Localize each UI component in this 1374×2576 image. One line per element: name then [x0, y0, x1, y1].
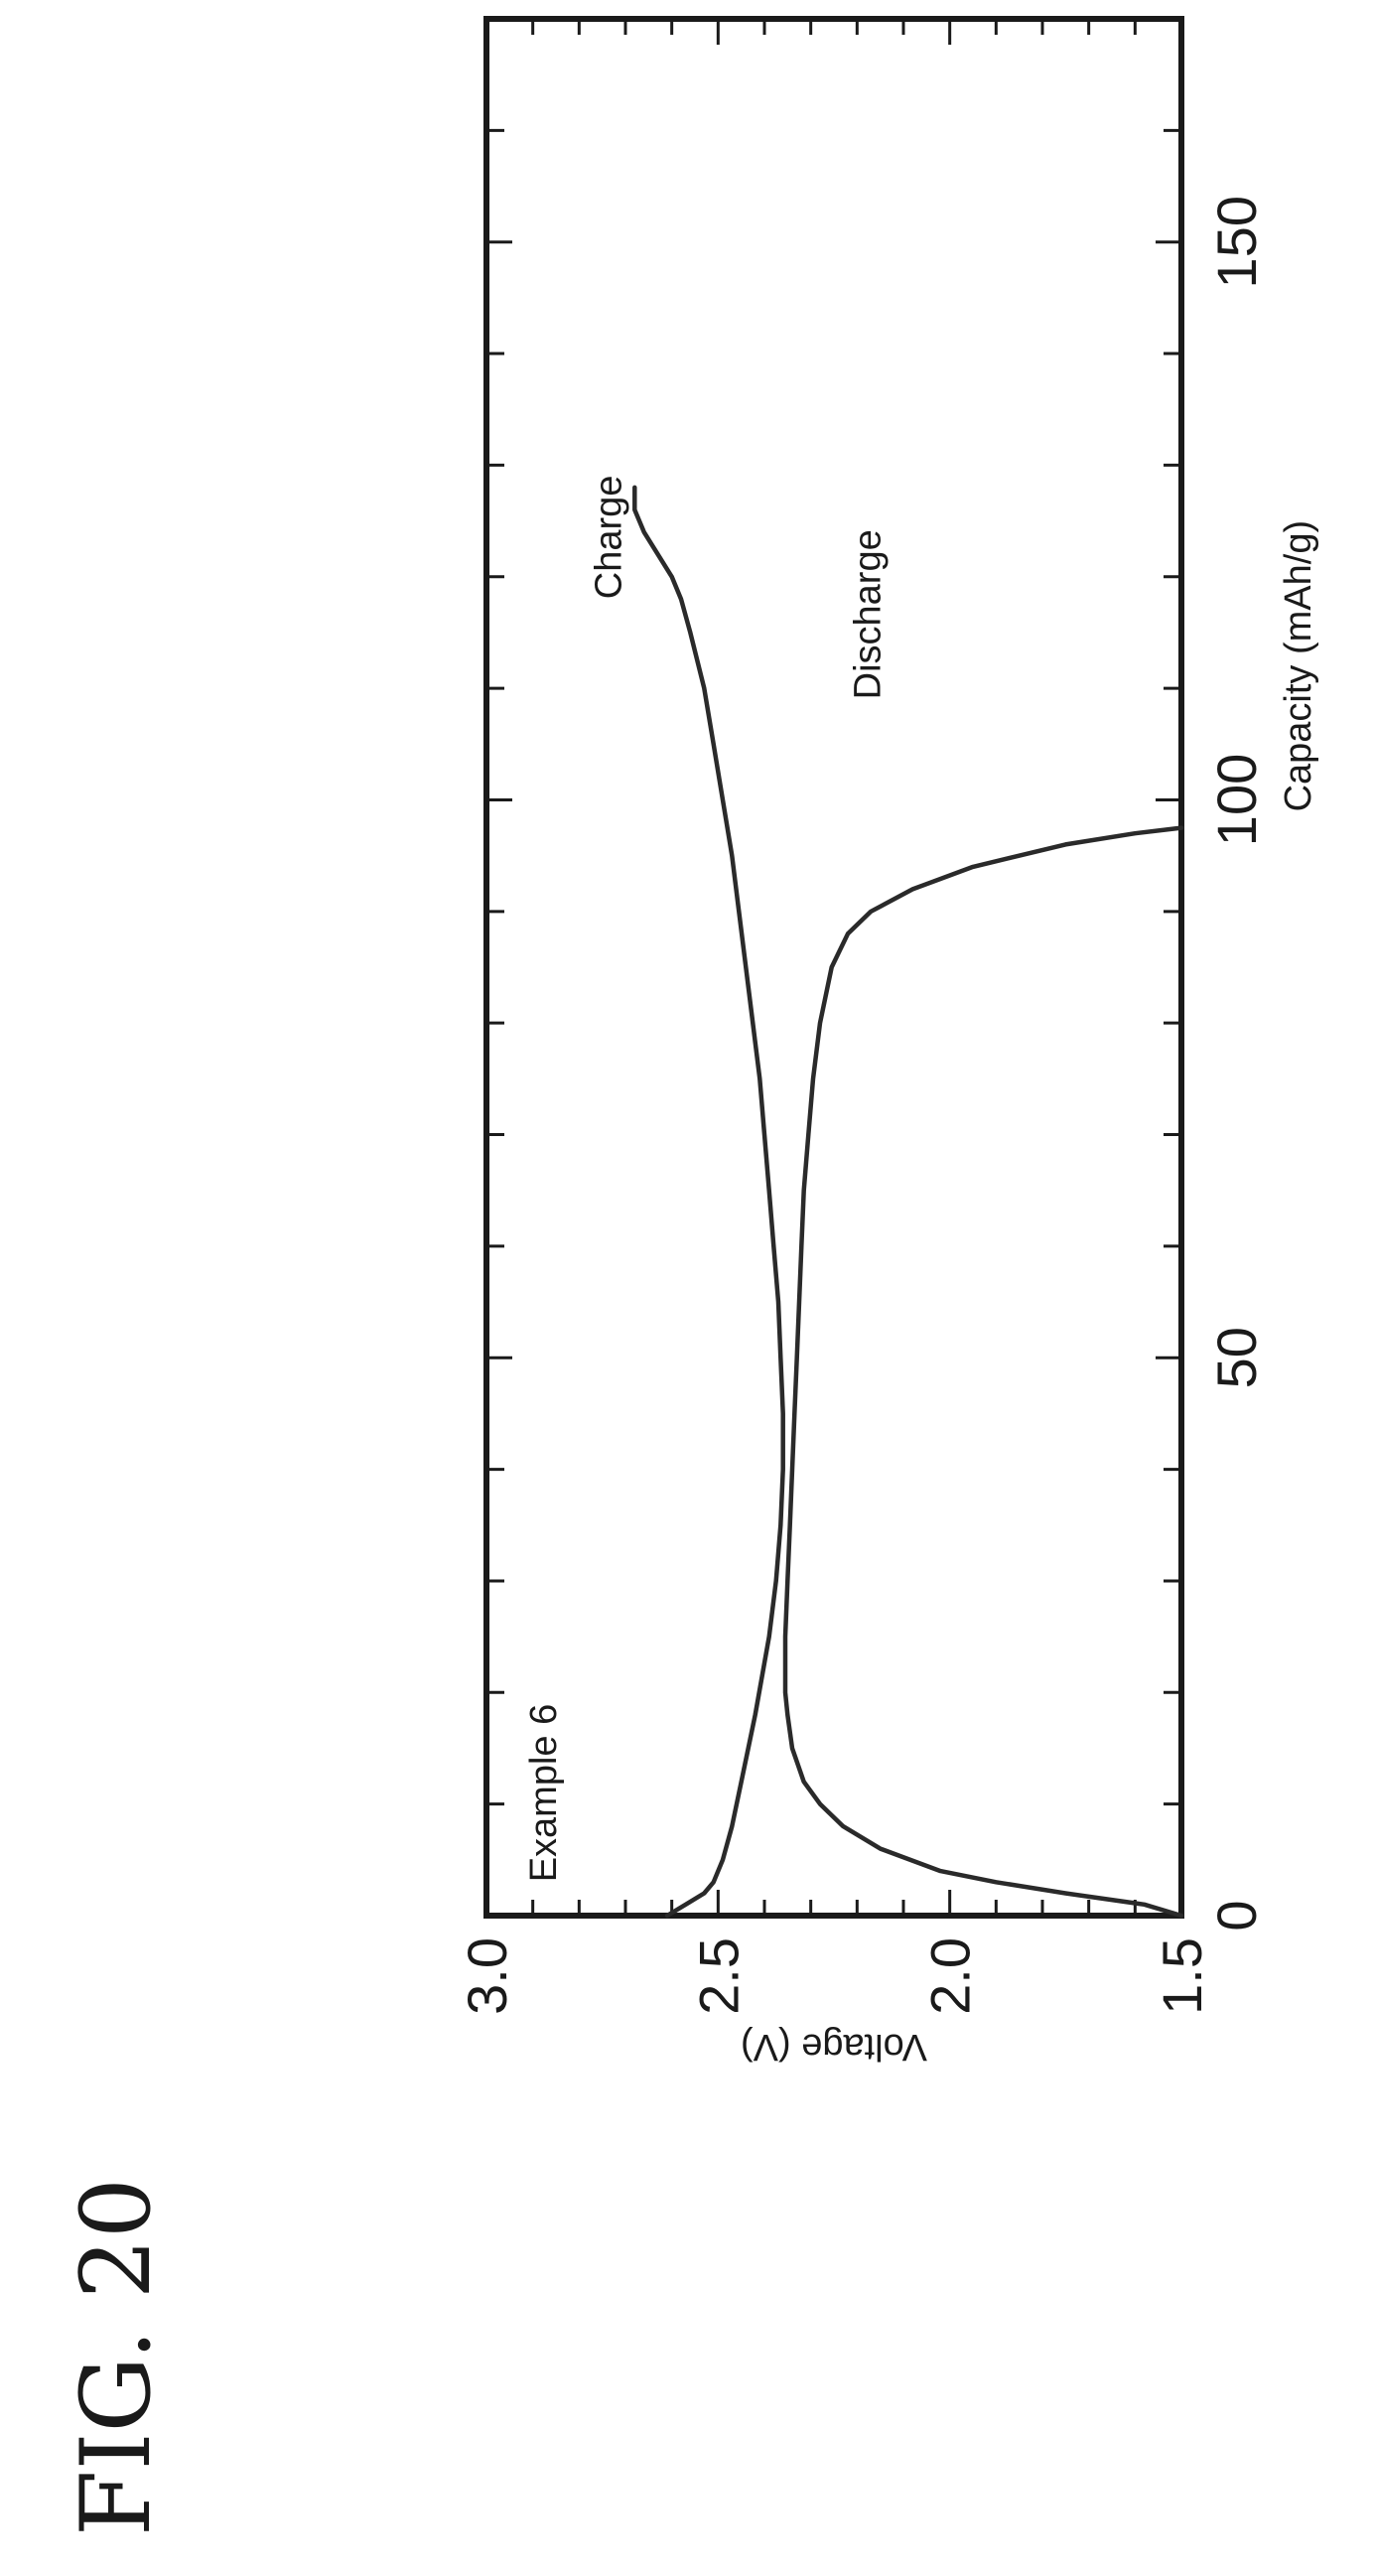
- annotation-label: Discharge: [848, 529, 890, 699]
- annotation-label: Example 6: [523, 1704, 565, 1883]
- rotated-figure-group: FIG. 20 0 50 100 150 1.5 2.0 2.5 3.0 Example 6…: [61, 16, 1319, 2536]
- series-line-charge: [632, 485, 785, 1919]
- x-tick-label: 150: [1205, 196, 1268, 288]
- y-tick-label: 3.0: [456, 1937, 518, 2015]
- y-axis-tick-labels: 1.5 2.0 2.5 3.0: [456, 1937, 1213, 2015]
- y-tick-label: 1.5: [1151, 1937, 1213, 2015]
- x-axis-title: Capacity (mAh/g): [1278, 520, 1319, 812]
- x-axis-ticks: [486, 17, 1181, 1918]
- chart-annotations: Example 6 Charge Discharge: [523, 476, 890, 1883]
- y-tick-label: 2.5: [687, 1937, 750, 2015]
- series-line-discharge: [782, 825, 1184, 1919]
- x-tick-label: 0: [1205, 1900, 1268, 1931]
- y-tick-label: 2.0: [919, 1937, 982, 2015]
- y-axis-ticks: [484, 19, 1183, 1916]
- plot-frame: [483, 16, 1184, 1919]
- series-lines: [632, 485, 1184, 1919]
- figure-label: FIG. 20: [61, 2178, 172, 2536]
- x-tick-label: 50: [1205, 1327, 1268, 1388]
- y-axis-title: Voltage (V): [741, 2026, 927, 2068]
- x-axis-tick-labels: 0 50 100 150: [1205, 196, 1268, 1932]
- x-tick-label: 100: [1205, 754, 1268, 846]
- annotation-label: Charge: [588, 476, 629, 600]
